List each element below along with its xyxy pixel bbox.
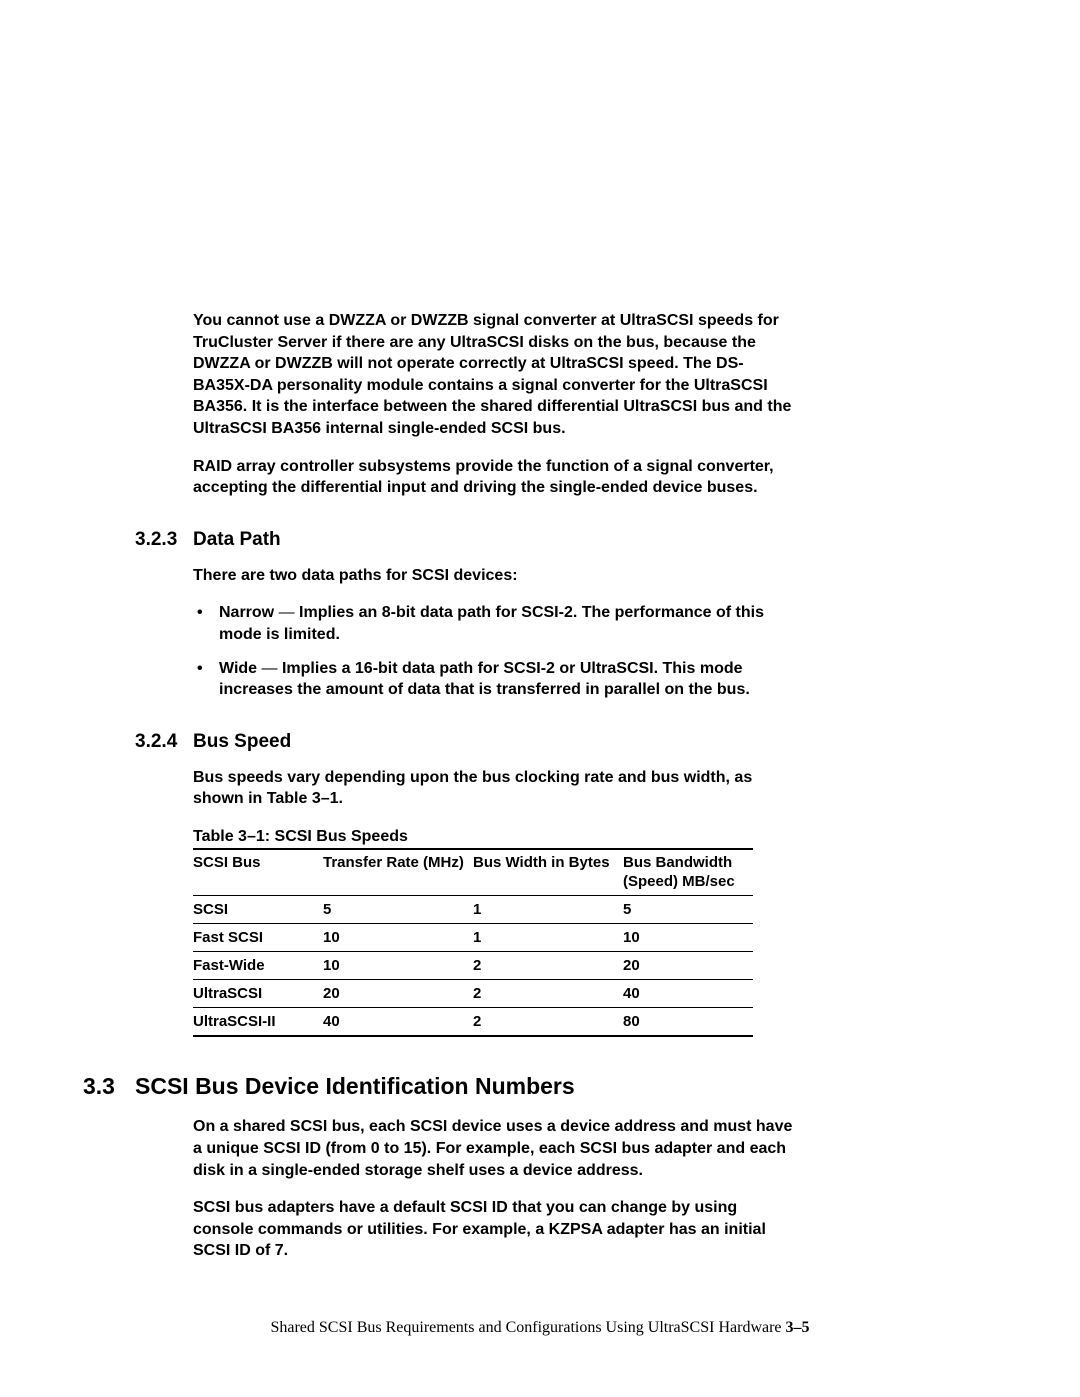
bullet-rest: Implies an 8-bit data path for SCSI-2. T… — [219, 604, 764, 643]
heading-title: SCSI Bus Device Identification Numbers — [135, 1073, 575, 1100]
body-block-4: On a shared SCSI bus, each SCSI device u… — [193, 1116, 799, 1262]
table-cell: 10 — [323, 924, 473, 952]
body-block-1: You cannot use a DWZZA or DWZZB signal c… — [193, 310, 799, 499]
heading-title: Bus Speed — [193, 731, 291, 753]
table-header: Transfer Rate (MHz) — [323, 849, 473, 896]
emdash: — — [262, 660, 282, 677]
table-cell: 1 — [473, 896, 623, 924]
table-cell: 5 — [623, 896, 753, 924]
table-body: SCSI515Fast SCSI10110Fast-Wide10220Ultra… — [193, 896, 753, 1037]
table-header: Bus Bandwidth (Speed) MB/sec — [623, 849, 753, 896]
bullet-lead: Narrow — [219, 604, 274, 621]
table-cell: 20 — [623, 952, 753, 980]
heading-3-2-3: 3.2.3 Data Path — [135, 529, 875, 551]
table-cell: 2 — [473, 1008, 623, 1037]
table-row: SCSI515 — [193, 896, 753, 924]
footer-text: Shared SCSI Bus Requirements and Configu… — [270, 1319, 781, 1336]
table-row: Fast SCSI10110 — [193, 924, 753, 952]
paragraph: You cannot use a DWZZA or DWZZB signal c… — [193, 310, 799, 440]
page-number: 3–5 — [786, 1319, 810, 1336]
table-cell: SCSI — [193, 896, 323, 924]
bullet-list: Narrow — Implies an 8-bit data path for … — [193, 602, 799, 700]
table-row: UltraSCSI-II40280 — [193, 1008, 753, 1037]
body-block-3: Bus speeds vary depending upon the bus c… — [193, 767, 799, 1038]
table-cell: 1 — [473, 924, 623, 952]
table-cell: 40 — [323, 1008, 473, 1037]
list-item: Wide — Implies a 16-bit data path for SC… — [193, 658, 799, 701]
table-cell: UltraSCSI — [193, 980, 323, 1008]
bullet-rest: Implies a 16-bit data path for SCSI-2 or… — [219, 660, 750, 699]
table-cell: 80 — [623, 1008, 753, 1037]
heading-3-3: 3.3 SCSI Bus Device Identification Numbe… — [83, 1073, 875, 1100]
paragraph: Bus speeds vary depending upon the bus c… — [193, 767, 799, 810]
paragraph: There are two data paths for SCSI device… — [193, 565, 799, 587]
list-item: Narrow — Implies an 8-bit data path for … — [193, 602, 799, 645]
page-footer: Shared SCSI Bus Requirements and Configu… — [0, 1319, 1080, 1337]
table-header: SCSI Bus — [193, 849, 323, 896]
table-cell: Fast SCSI — [193, 924, 323, 952]
page-content: You cannot use a DWZZA or DWZZB signal c… — [135, 310, 875, 1278]
table-cell: 2 — [473, 980, 623, 1008]
table-header: Bus Width in Bytes — [473, 849, 623, 896]
heading-number: 3.3 — [83, 1073, 135, 1100]
heading-3-2-4: 3.2.4 Bus Speed — [135, 731, 875, 753]
heading-number: 3.2.4 — [135, 731, 193, 753]
table-cell: 5 — [323, 896, 473, 924]
bullet-lead: Wide — [219, 660, 257, 677]
paragraph: RAID array controller subsystems provide… — [193, 456, 799, 499]
heading-number: 3.2.3 — [135, 529, 193, 551]
table-cell: Fast-Wide — [193, 952, 323, 980]
table-cell: 10 — [323, 952, 473, 980]
scsi-bus-speeds-table: SCSI Bus Transfer Rate (MHz) Bus Width i… — [193, 848, 753, 1038]
table-caption: Table 3–1: SCSI Bus Speeds — [193, 828, 799, 846]
paragraph: SCSI bus adapters have a default SCSI ID… — [193, 1197, 799, 1262]
body-block-2: There are two data paths for SCSI device… — [193, 565, 799, 701]
heading-title: Data Path — [193, 529, 281, 551]
table-cell: 2 — [473, 952, 623, 980]
table-cell: UltraSCSI-II — [193, 1008, 323, 1037]
table-cell: 20 — [323, 980, 473, 1008]
table-row: UltraSCSI20240 — [193, 980, 753, 1008]
paragraph: On a shared SCSI bus, each SCSI device u… — [193, 1116, 799, 1181]
table-cell: 40 — [623, 980, 753, 1008]
table-row: Fast-Wide10220 — [193, 952, 753, 980]
table-header-row: SCSI Bus Transfer Rate (MHz) Bus Width i… — [193, 849, 753, 896]
table-cell: 10 — [623, 924, 753, 952]
emdash: — — [279, 604, 299, 621]
